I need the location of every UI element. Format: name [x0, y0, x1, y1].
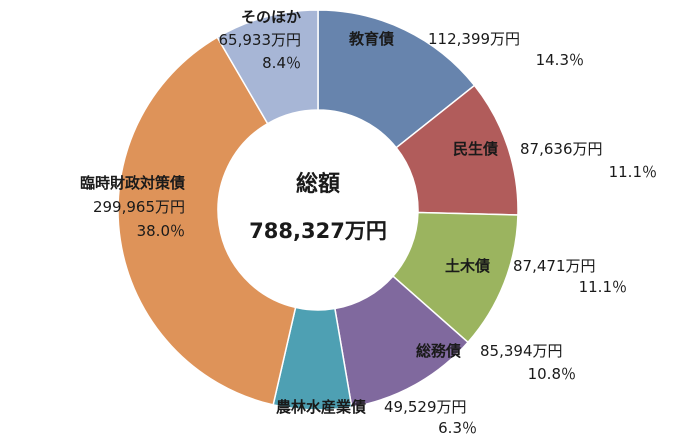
slice-label-percent-0: 14.3％ [536, 51, 584, 69]
slice-label-name-0: 教育債 [348, 30, 394, 48]
slice-label-percent-6: 8.4％ [262, 54, 301, 72]
slice-label-name-2: 土木債 [445, 257, 490, 275]
center-title: 総額 [296, 171, 340, 197]
slice-label-percent-1: 11.1％ [609, 163, 657, 181]
center-total: 788,327万円 [249, 219, 387, 243]
slice-labels: 教育債 112,399万円 14.3％ 民生債 87,636万円 11.1％ 土木債 87,4… [80, 8, 657, 437]
slice-label-amount-1: 87,636万円 [520, 140, 603, 158]
slice-label-name-3: 総務債 [416, 342, 461, 360]
slice-label-amount-4: 49,529万円 [384, 398, 467, 416]
slice-label-percent-4: 6.3％ [438, 419, 477, 437]
donut-slices [117, 9, 519, 411]
slice-label-name-6: そのほか [241, 8, 301, 26]
slice-label-amount-3: 85,394万円 [480, 342, 563, 360]
slice-label-percent-5: 38.0％ [137, 222, 185, 240]
slice-label-amount-6: 65,933万円 [219, 31, 302, 49]
slice-label-amount-5: 299,965万円 [93, 198, 185, 216]
slice-label-name-1: 民生債 [453, 140, 498, 158]
slice-label-name-5: 臨時財政対策債 [80, 174, 185, 192]
slice-label-amount-0: 112,399万円 [428, 30, 520, 48]
donut-hole [218, 110, 418, 310]
slice-label-name-4: 農林水産業債 [276, 398, 366, 416]
slice-label-percent-2: 11.1％ [579, 278, 627, 296]
slice-label-percent-3: 10.8％ [528, 365, 576, 383]
slice-label-amount-2: 87,471万円 [513, 257, 596, 275]
